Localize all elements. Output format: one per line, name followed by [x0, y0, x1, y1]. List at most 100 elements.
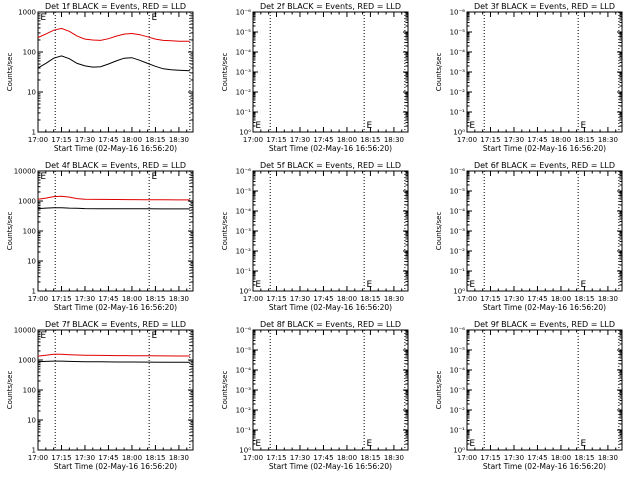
event-flag-glyph: E [469, 280, 475, 290]
x-tick-label: 17:45 [313, 295, 333, 303]
x-tick-label: 18:30 [169, 136, 189, 144]
panel-title: Det 6f BLACK = Events, RED = LLD [474, 161, 615, 170]
y-tick-label: 10⁻³ [450, 69, 466, 77]
x-tick-label: 18:15 [574, 295, 594, 303]
y-tick-label: 1 [32, 288, 36, 296]
x-tick-label: 18:00 [122, 454, 142, 462]
y-tick-label: 10⁻¹ [450, 268, 466, 276]
x-tick-label: 18:15 [360, 295, 380, 303]
y-tick-label: 1 [32, 447, 36, 455]
x-tick-label: 17:45 [313, 454, 333, 462]
x-tick-label: 18:00 [122, 136, 142, 144]
y-tick-label: 10000 [14, 327, 36, 335]
y-tick-label: 10⁻⁵ [450, 29, 466, 37]
y-axis-label: Counts/sec [435, 371, 443, 410]
plot-frame [37, 11, 194, 133]
y-tick-label: 10⁻⁴ [236, 208, 252, 216]
x-tick-label: 18:15 [574, 136, 594, 144]
panel-4: Det 4f BLACK = Events, RED = LLD Counts/s… [6, 161, 194, 312]
y-axis-label: Counts/sec [221, 371, 229, 410]
x-tick-label: 17:15 [51, 454, 71, 462]
lld-series-line [37, 195, 190, 201]
x-axis-label: Start Time (02-May-16 16:56:20) [54, 462, 177, 471]
y-tick-label: 10⁻⁵ [236, 347, 252, 355]
panel-title: Det 2f BLACK = Events, RED = LLD [260, 2, 401, 11]
y-tick-label: 10⁻⁶ [236, 9, 252, 17]
x-tick-label: 17:15 [51, 136, 71, 144]
y-tick-label: 10⁻² [236, 248, 252, 256]
y-tick-label: 10⁻⁴ [236, 49, 252, 57]
panel-2: Det 2f BLACK = Events, RED = LLD Counts/s… [221, 2, 409, 153]
x-tick-label: 17:30 [290, 136, 310, 144]
x-tick-label: 18:15 [574, 454, 594, 462]
x-tick-label: 17:30 [504, 136, 524, 144]
y-axis-label: Counts/sec [435, 212, 443, 251]
y-tick-label: 10⁻⁶ [450, 327, 466, 335]
plot-frame [252, 11, 409, 133]
x-tick-label: 18:00 [551, 454, 571, 462]
x-tick-label: 17:00 [243, 295, 263, 303]
x-tick-label: 17:30 [504, 295, 524, 303]
x-tick-label: 17:30 [290, 295, 310, 303]
x-tick-label: 18:15 [360, 136, 380, 144]
x-axis-label: Start Time (02-May-16 16:56:20) [269, 144, 392, 153]
y-tick-label: 10⁻⁵ [236, 29, 252, 37]
x-tick-label: 17:00 [457, 295, 477, 303]
event-flag-glyph: E [367, 280, 373, 290]
x-tick-label: 17:00 [243, 136, 263, 144]
x-tick-label: 18:15 [145, 136, 165, 144]
event-flag-glyph: E [581, 121, 587, 131]
y-tick-label: 10⁻⁵ [450, 188, 466, 196]
x-tick-label: 17:45 [98, 136, 118, 144]
y-axis-label: Counts/sec [221, 53, 229, 92]
panel-title: Det 8f BLACK = Events, RED = LLD [260, 320, 401, 329]
panel-7: Det 7f BLACK = Events, RED = LLD Counts/s… [6, 320, 194, 471]
x-tick-label: 17:15 [266, 454, 286, 462]
x-tick-label: 18:00 [337, 454, 357, 462]
event-flag-glyph: E [152, 331, 158, 341]
x-tick-label: 18:15 [145, 454, 165, 462]
x-axis-label: Start Time (02-May-16 16:56:20) [54, 144, 177, 153]
panel-3: Det 3f BLACK = Events, RED = LLD Counts/s… [435, 2, 623, 153]
x-tick-label: 18:15 [360, 454, 380, 462]
y-tick-label: 10⁻² [450, 89, 466, 97]
x-tick-label: 17:15 [266, 136, 286, 144]
y-tick-label: 10000 [14, 168, 36, 176]
x-tick-label: 17:45 [98, 454, 118, 462]
plot-frame [466, 329, 623, 451]
events-series-line [37, 207, 190, 210]
y-tick-label: 10 [27, 258, 36, 266]
y-tick-label: 1 [32, 129, 36, 137]
plot-frame [252, 329, 409, 451]
x-tick-label: 17:45 [313, 136, 333, 144]
x-axis-label: Start Time (02-May-16 16:56:20) [483, 462, 606, 471]
x-tick-label: 17:30 [75, 295, 95, 303]
event-flag-glyph: E [581, 439, 587, 449]
y-axis-label: Counts/sec [6, 371, 14, 410]
event-flag-glyph: E [255, 439, 261, 449]
panel-title: Det 7f BLACK = Events, RED = LLD [45, 320, 186, 329]
y-tick-label: 100 [23, 49, 36, 57]
x-tick-label: 17:30 [75, 136, 95, 144]
y-tick-label: 10⁻³ [236, 69, 252, 77]
y-tick-label: 10⁻⁴ [450, 367, 466, 375]
y-tick-label: 10⁻¹ [450, 427, 466, 435]
y-tick-label: 10⁻⁶ [236, 168, 252, 176]
x-axis-label: Start Time (02-May-16 16:56:20) [269, 462, 392, 471]
y-tick-label: 10⁻² [450, 407, 466, 415]
y-tick-label: 10⁻⁵ [450, 347, 466, 355]
event-flag-glyph: E [367, 439, 373, 449]
y-tick-label: 10 [27, 417, 36, 425]
x-axis-label: Start Time (02-May-16 16:56:20) [483, 144, 606, 153]
x-tick-label: 17:00 [28, 136, 48, 144]
panel-title: Det 5f BLACK = Events, RED = LLD [260, 161, 401, 170]
y-tick-label: 10⁻² [236, 407, 252, 415]
lld-series-line [37, 27, 190, 42]
x-tick-label: 18:30 [384, 295, 404, 303]
x-axis-label: Start Time (02-May-16 16:56:20) [269, 303, 392, 312]
event-flag-glyph: E [367, 121, 373, 131]
plot-frame [37, 170, 194, 292]
y-axis-label: Counts/sec [435, 53, 443, 92]
y-tick-label: 10⁻³ [236, 387, 252, 395]
events-series-line [37, 55, 190, 72]
